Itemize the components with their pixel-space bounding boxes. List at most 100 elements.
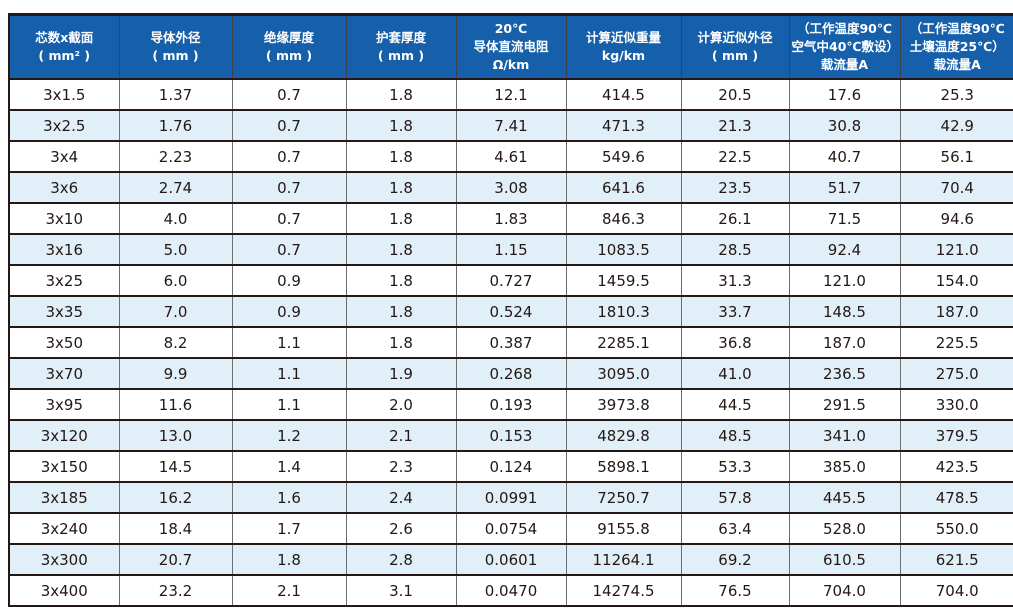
table-cell: 5.0 bbox=[118, 233, 232, 265]
table-cell: 31.3 bbox=[680, 264, 789, 296]
column-header: 芯数x截面 ( mm² ) bbox=[9, 14, 119, 80]
row-spec-cell: 3x185 bbox=[9, 481, 119, 513]
table-cell: 846.3 bbox=[565, 202, 681, 234]
table-row: 3x120 13.0 1.2 2.1 0.153 4829.8 48.5 341.0 379.5 bbox=[9, 419, 1013, 451]
table-cell: 70.4 bbox=[899, 171, 1013, 203]
table-cell: 25.3 bbox=[899, 79, 1013, 110]
column-header-line: ( mm ) bbox=[377, 48, 425, 63]
row-spec-cell: 3x120 bbox=[9, 419, 119, 451]
table-cell: 18.4 bbox=[118, 512, 232, 544]
table-cell: 7.0 bbox=[118, 295, 232, 327]
table-cell: 471.3 bbox=[565, 109, 681, 141]
table-cell: 0.7 bbox=[231, 109, 346, 141]
table-cell: 76.5 bbox=[680, 574, 789, 606]
column-header-line: ( mm ) bbox=[152, 48, 199, 63]
table-cell: 148.5 bbox=[788, 295, 900, 327]
row-spec-cell: 3x35 bbox=[9, 295, 119, 327]
table-cell: 1083.5 bbox=[565, 233, 681, 265]
table-cell: 187.0 bbox=[899, 295, 1013, 327]
table-cell: 550.0 bbox=[899, 512, 1013, 544]
table-cell: 0.9 bbox=[231, 295, 346, 327]
table-cell: 0.0470 bbox=[455, 574, 566, 606]
table-cell: 41.0 bbox=[680, 357, 789, 389]
table-cell: 1.83 bbox=[455, 202, 566, 234]
table-cell: 1.2 bbox=[231, 419, 346, 451]
table-cell: 1.1 bbox=[231, 357, 346, 389]
column-header-line: （工作温度90℃ bbox=[909, 20, 1005, 36]
row-spec-cell: 3x16 bbox=[9, 233, 119, 265]
table-cell: 1.1 bbox=[231, 326, 346, 358]
table-row: 3x16 5.0 0.7 1.8 1.15 1083.5 28.5 92.4 121.0 bbox=[9, 233, 1013, 265]
table-row: 3x70 9.9 1.1 1.9 0.268 3095.0 41.0 236.5 275.0 bbox=[9, 357, 1013, 389]
table-cell: 4.0 bbox=[118, 202, 232, 234]
table-cell: 3.08 bbox=[455, 171, 566, 203]
table-cell: 0.0754 bbox=[455, 512, 566, 544]
table-cell: 23.2 bbox=[118, 574, 232, 606]
table-cell: 48.5 bbox=[680, 419, 789, 451]
table-cell: 0.153 bbox=[455, 419, 566, 451]
table-cell: 2.0 bbox=[345, 388, 456, 420]
table-cell: 2.23 bbox=[118, 140, 232, 172]
table-cell: 379.5 bbox=[899, 419, 1013, 451]
table-cell: 71.5 bbox=[788, 202, 900, 234]
table-row: 3x1.5 1.37 0.7 1.8 12.1 414.5 20.5 17.6 25.3 bbox=[9, 79, 1013, 110]
table-row: 3x35 7.0 0.9 1.8 0.524 1810.3 33.7 148.5 187.0 bbox=[9, 295, 1013, 327]
table-cell: 28.5 bbox=[680, 233, 789, 265]
table-row: 3x25 6.0 0.9 1.8 0.727 1459.5 31.3 121.0 154.0 bbox=[9, 264, 1013, 296]
table-cell: 2.6 bbox=[345, 512, 456, 544]
table-cell: 1.8 bbox=[345, 202, 456, 234]
table-cell: 1.8 bbox=[345, 295, 456, 327]
table-cell: 94.6 bbox=[899, 202, 1013, 234]
table-row: 3x240 18.4 1.7 2.6 0.0754 9155.8 63.4 528.0 550.… bbox=[9, 512, 1013, 544]
column-header-line: kg/km bbox=[601, 48, 646, 63]
table-cell: 1.7 bbox=[231, 512, 346, 544]
table-cell: 23.5 bbox=[680, 171, 789, 203]
table-cell: 1.8 bbox=[345, 326, 456, 358]
table-cell: 0.524 bbox=[455, 295, 566, 327]
table-cell: 0.727 bbox=[455, 264, 566, 296]
table-cell: 9.9 bbox=[118, 357, 232, 389]
column-header-line: ( mm² ) bbox=[38, 48, 91, 63]
table-cell: 30.8 bbox=[788, 109, 900, 141]
header-row: 芯数x截面 ( mm² ) 导体外径 ( mm ) 绝缘厚度 ( mm ) 护套厚度 ( mm… bbox=[9, 14, 1013, 80]
table-cell: 121.0 bbox=[788, 264, 900, 296]
table-cell: 341.0 bbox=[788, 419, 900, 451]
table-cell: 330.0 bbox=[899, 388, 1013, 420]
table-cell: 40.7 bbox=[788, 140, 900, 172]
column-header-line: 芯数x截面 bbox=[35, 29, 94, 45]
table-cell: 423.5 bbox=[899, 450, 1013, 482]
table-cell: 0.268 bbox=[455, 357, 566, 389]
table-cell: 14274.5 bbox=[565, 574, 681, 606]
column-header-line: 计算近似重量 bbox=[585, 29, 661, 45]
column-header-line: 土壤温度25℃） bbox=[909, 38, 1005, 54]
table-cell: 528.0 bbox=[788, 512, 900, 544]
table-cell: 22.5 bbox=[680, 140, 789, 172]
table-cell: 0.7 bbox=[231, 171, 346, 203]
table-cell: 17.6 bbox=[788, 79, 900, 110]
table-cell: 2.3 bbox=[345, 450, 456, 482]
table-cell: 1.8 bbox=[345, 233, 456, 265]
row-spec-cell: 3x6 bbox=[9, 171, 119, 203]
column-header-line: 导体外径 bbox=[150, 29, 201, 45]
table-cell: 1.8 bbox=[231, 543, 346, 575]
table-cell: 0.0991 bbox=[455, 481, 566, 513]
table-cell: 2285.1 bbox=[565, 326, 681, 358]
table-cell: 1810.3 bbox=[565, 295, 681, 327]
column-header: 护套厚度 ( mm ) bbox=[345, 14, 456, 80]
column-header: （工作温度90℃ 空气中40℃敷设） 载流量A bbox=[788, 14, 900, 80]
table-cell: 187.0 bbox=[788, 326, 900, 358]
table-cell: 44.5 bbox=[680, 388, 789, 420]
table-cell: 1.8 bbox=[345, 140, 456, 172]
table-cell: 1.76 bbox=[118, 109, 232, 141]
table-cell: 57.8 bbox=[680, 481, 789, 513]
table-cell: 8.2 bbox=[118, 326, 232, 358]
table-body: 3x1.5 1.37 0.7 1.8 12.1 414.5 20.5 17.6 25.3 3x2.… bbox=[9, 79, 1013, 606]
column-header: 计算近似外径 ( mm ) bbox=[680, 14, 789, 80]
column-header: （工作温度90℃ 土壤温度25℃） 载流量A bbox=[899, 14, 1013, 80]
table-row: 3x50 8.2 1.1 1.8 0.387 2285.1 36.8 187.0 225.5 bbox=[9, 326, 1013, 358]
table-cell: 20.7 bbox=[118, 543, 232, 575]
table-row: 3x400 23.2 2.1 3.1 0.0470 14274.5 76.5 704.0 704… bbox=[9, 574, 1013, 606]
table-cell: 0.7 bbox=[231, 140, 346, 172]
column-header: 绝缘厚度 ( mm ) bbox=[231, 14, 346, 80]
row-spec-cell: 3x400 bbox=[9, 574, 119, 606]
